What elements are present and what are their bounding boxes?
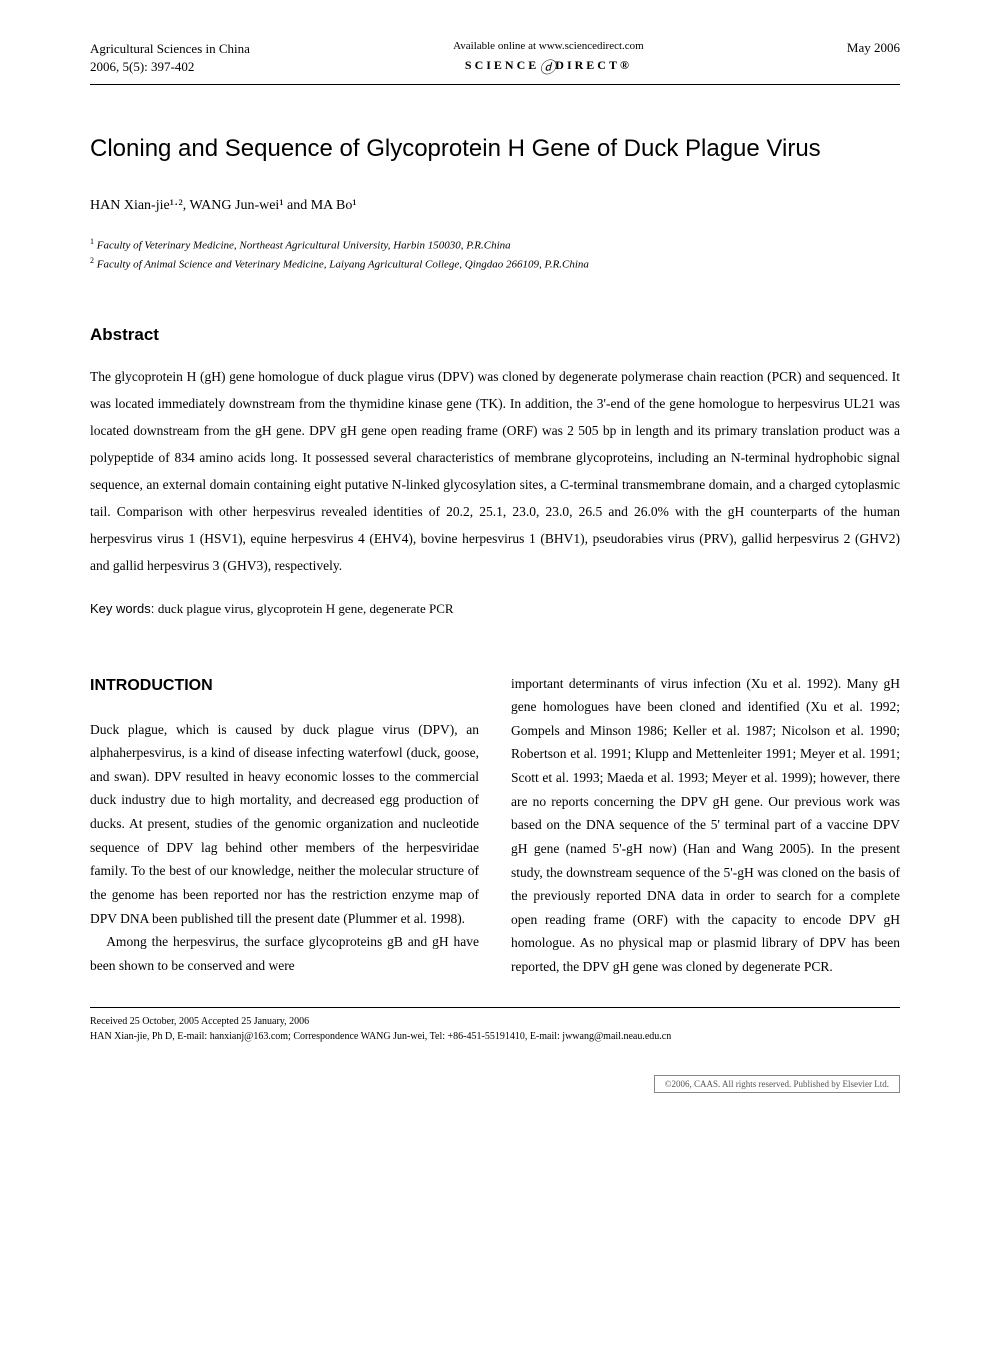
left-column: INTRODUCTION Duck plague, which is cause…	[90, 672, 479, 979]
logo-left: SCIENCE	[465, 58, 539, 72]
intro-para-2: Among the herpesvirus, the surface glyco…	[90, 930, 479, 977]
abstract-text: The glycoprotein H (gH) gene homologue o…	[90, 363, 900, 579]
journal-info: Agricultural Sciences in China 2006, 5(5…	[90, 40, 250, 76]
article-title: Cloning and Sequence of Glycoprotein H G…	[90, 135, 900, 163]
affiliation-2: 2 Faculty of Animal Science and Veterina…	[90, 255, 900, 274]
affiliations: 1 Faculty of Veterinary Medicine, Northe…	[90, 236, 900, 275]
keywords-label: Key words:	[90, 601, 158, 616]
correspondence: HAN Xian-jie, Ph D, E-mail: hanxianj@163…	[90, 1029, 900, 1044]
introduction-heading: INTRODUCTION	[90, 672, 479, 700]
received-date: Received 25 October, 2005 Accepted 25 Ja…	[90, 1014, 900, 1029]
footer-info: Received 25 October, 2005 Accepted 25 Ja…	[90, 1014, 900, 1044]
right-column: important determinants of virus infectio…	[511, 672, 900, 979]
authors-list: HAN Xian-jie¹·², WANG Jun-wei¹ and MA Bo…	[90, 198, 900, 214]
keywords-text: duck plague virus, glycoprotein H gene, …	[158, 601, 454, 616]
publication-date: May 2006	[847, 40, 900, 56]
affil-text-1: Faculty of Veterinary Medicine, Northeas…	[94, 240, 511, 252]
affiliation-1: 1 Faculty of Veterinary Medicine, Northe…	[90, 236, 900, 255]
copyright-container: ©2006, CAAS. All rights reserved. Publis…	[90, 1074, 900, 1093]
introduction-section: INTRODUCTION Duck plague, which is cause…	[90, 672, 900, 979]
copyright-notice: ©2006, CAAS. All rights reserved. Publis…	[654, 1075, 900, 1093]
footer-divider	[90, 1007, 900, 1008]
citation: 2006, 5(5): 397-402	[90, 58, 250, 76]
page-header: Agricultural Sciences in China 2006, 5(5…	[90, 40, 900, 85]
sciencedirect-logo: SCIENCEⓓDIRECT®	[453, 54, 644, 78]
online-url: Available online at www.sciencedirect.co…	[453, 40, 644, 52]
sciencedirect-branding: Available online at www.sciencedirect.co…	[453, 40, 644, 78]
logo-right: DIRECT®	[555, 58, 632, 72]
abstract-heading: Abstract	[90, 325, 900, 345]
affil-text-2: Faculty of Animal Science and Veterinary…	[94, 259, 589, 271]
intro-para-1: Duck plague, which is caused by duck pla…	[90, 718, 479, 931]
intro-para-3: important determinants of virus infectio…	[511, 672, 900, 979]
keywords: Key words: duck plague virus, glycoprote…	[90, 601, 900, 617]
journal-name: Agricultural Sciences in China	[90, 40, 250, 58]
